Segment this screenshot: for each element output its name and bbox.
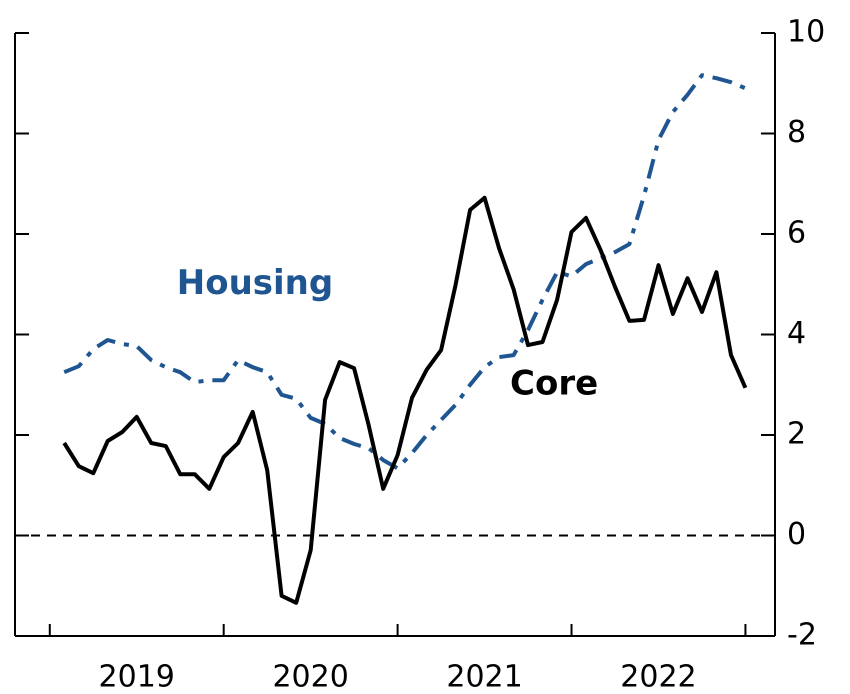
x-tick-label: 2020: [272, 660, 348, 694]
x-tick-label: 2019: [99, 660, 175, 694]
y-tick-label: 2: [787, 417, 806, 452]
y-tick-label: 10: [787, 15, 825, 50]
line-1: [62, 195, 748, 605]
y-tick-label: 8: [787, 115, 806, 150]
x-tick-label: 2021: [446, 660, 522, 694]
y-tick-label: 0: [787, 517, 806, 552]
y-tick-label: -2: [787, 618, 817, 653]
axes-frame: [14, 33, 776, 637]
annotation: Core: [510, 363, 598, 403]
line-0: [63, 73, 747, 471]
y-tick-label: 6: [787, 216, 806, 251]
x-tick-label: 2022: [620, 660, 696, 694]
y-tick-label: 4: [787, 316, 806, 351]
annotation: Housing: [177, 263, 333, 303]
